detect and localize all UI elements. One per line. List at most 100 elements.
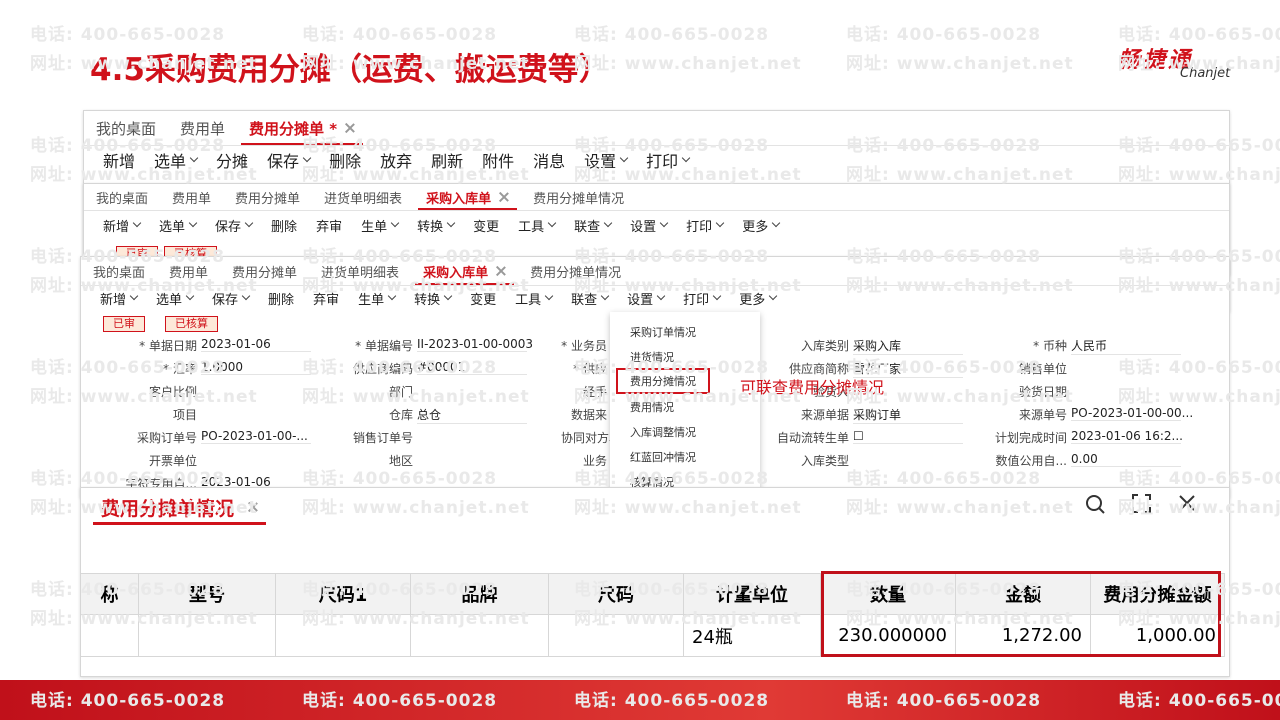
tab-label: 我的桌面: [96, 191, 149, 207]
toolbar-button[interactable]: 新增: [94, 216, 150, 235]
toolbar-button[interactable]: 删除: [268, 292, 295, 308]
toolbar-button[interactable]: 变更: [473, 219, 500, 235]
field-value[interactable]: 0.00: [1071, 452, 1181, 467]
toolbar-button[interactable]: 保存: [206, 216, 262, 235]
tab-bar: 我的桌面 费用单 费用分摊单 进货单明细表 采购入库单 费用分摊单情况: [84, 184, 1229, 211]
field-value[interactable]: #00001: [417, 360, 527, 375]
toolbar-button[interactable]: 删除: [271, 219, 298, 235]
table-cell: [81, 615, 139, 657]
field-label: * 单据日期: [139, 339, 197, 353]
toolbar-button[interactable]: 更多: [730, 289, 786, 308]
field-label: * 币种: [1033, 339, 1067, 353]
tab[interactable]: 我的桌面: [84, 111, 168, 145]
tab[interactable]: 进货单明细表: [312, 184, 414, 210]
watermark: 电话: 400-665-0028: [302, 25, 498, 45]
toolbar-button[interactable]: 生单: [352, 216, 408, 235]
menu-item[interactable]: 进货情况: [630, 351, 674, 364]
close-icon[interactable]: [248, 502, 258, 512]
toolbar-button[interactable]: 消息: [533, 152, 566, 171]
status-badge: 已核算: [165, 316, 218, 332]
close-icon[interactable]: [345, 123, 355, 133]
tab[interactable]: 费用单: [160, 184, 223, 210]
menu-item[interactable]: 费用情况: [630, 401, 674, 414]
tab[interactable]: 采购入库单: [411, 257, 518, 285]
toolbar-button[interactable]: 工具: [509, 216, 565, 235]
toolbar-button[interactable]: 联查: [562, 289, 618, 308]
toolbar-button[interactable]: 打印: [637, 148, 699, 172]
toolbar-button[interactable]: 选单: [150, 216, 206, 235]
menu-item[interactable]: 费用分摊情况: [616, 368, 710, 394]
toolbar-button[interactable]: 分摊: [216, 152, 249, 171]
toolbar-button[interactable]: 放弃: [380, 152, 413, 171]
toolbar-button[interactable]: 打印: [677, 216, 733, 235]
slide-title: 4.5采购费用分摊（运费、搬运费等）: [90, 52, 610, 88]
toolbar-button[interactable]: 选单: [147, 289, 203, 308]
toolbar-button[interactable]: 设置: [618, 289, 674, 308]
field-value[interactable]: 采购订单: [853, 406, 963, 424]
toolbar-button[interactable]: 刷新: [431, 152, 464, 171]
panel-title: 费用分摊单情况: [101, 497, 235, 520]
tab[interactable]: 我的桌面: [81, 257, 157, 285]
field-value[interactable]: 雪花厂家: [853, 360, 963, 378]
field-value[interactable]: 总仓: [417, 406, 527, 424]
toolbar-button[interactable]: 弃审: [316, 219, 343, 235]
toolbar-button[interactable]: 工具: [506, 289, 562, 308]
tab[interactable]: 费用分摊单情况: [518, 257, 633, 285]
toolbar-button[interactable]: 转换: [405, 289, 461, 308]
toolbar-button[interactable]: 删除: [329, 152, 362, 171]
tab[interactable]: 我的桌面: [84, 184, 160, 210]
toolbar-button[interactable]: 新增: [103, 152, 136, 171]
tab-label: 费用单: [169, 265, 209, 281]
toolbar-button[interactable]: 保存: [203, 289, 259, 308]
menu-item[interactable]: 采购订单情况: [630, 326, 696, 339]
toolbar-button[interactable]: 设置: [621, 216, 677, 235]
toolbar-button[interactable]: 新增: [91, 289, 147, 308]
toolbar-button[interactable]: 附件: [482, 152, 515, 171]
toolbar-button[interactable]: 更多: [733, 216, 789, 235]
field-value[interactable]: II-2023-01-00-0003: [417, 337, 534, 352]
field-value[interactable]: 采购入库: [853, 337, 963, 355]
tab[interactable]: 进货单明细表: [309, 257, 411, 285]
toolbar-button[interactable]: 保存: [258, 148, 320, 172]
tab[interactable]: 费用分摊单情况: [521, 184, 636, 210]
toolbar-button[interactable]: 生单: [349, 289, 405, 308]
column-header: 金额: [956, 573, 1091, 615]
watermark: 电话: 400-665-0028: [574, 25, 770, 45]
tab[interactable]: 费用单: [168, 111, 237, 145]
field-value[interactable]: 1.0000: [201, 360, 311, 375]
status-badge: 已审: [103, 316, 145, 332]
field-value[interactable]: 2023-01-06: [201, 337, 311, 352]
toolbar-button[interactable]: 联查: [565, 216, 621, 235]
tab-label: 费用分摊单: [235, 191, 301, 207]
field-value[interactable]: PO-2023-01-00-00...: [1071, 406, 1194, 421]
panel-tab: 费用分摊单情况: [93, 492, 267, 525]
tab[interactable]: 采购入库单: [414, 184, 521, 210]
field-label: 开票单位: [148, 454, 197, 468]
toolbar-button[interactable]: 选单: [145, 148, 207, 172]
field-value[interactable]: PO-2023-01-00-...: [201, 429, 311, 444]
close-icon[interactable]: [499, 192, 509, 202]
menu-item[interactable]: 红蓝回冲情况: [630, 451, 696, 464]
toolbar-button[interactable]: 变更: [470, 292, 497, 308]
tab[interactable]: 费用分摊单 *: [237, 111, 367, 145]
toolbar-button[interactable]: 弃审: [313, 292, 340, 308]
menu-item[interactable]: 核算情况: [630, 476, 674, 489]
menu-item[interactable]: 入库调整情况: [630, 426, 696, 439]
column-header: 计量单位: [684, 573, 821, 615]
panel-icons[interactable]: [1081, 490, 1211, 520]
field-value[interactable]: 2023-01-06 16:2...: [1071, 429, 1183, 444]
field-value[interactable]: 人民币: [1071, 337, 1181, 355]
toolbar-button[interactable]: 转换: [408, 216, 464, 235]
close-icon[interactable]: [496, 266, 506, 276]
tab[interactable]: 费用分摊单: [220, 257, 309, 285]
tab[interactable]: 费用单: [157, 257, 220, 285]
field-label: * 供应: [573, 362, 607, 376]
field-label: 计划完成时间: [994, 431, 1067, 445]
toolbar-button[interactable]: 打印: [674, 289, 730, 308]
field-label: 销售订单号: [352, 431, 413, 445]
tab-label: 费用分摊单情况: [530, 265, 622, 281]
toolbar-button[interactable]: 设置: [575, 148, 637, 172]
field-value[interactable]: ☐: [853, 429, 963, 444]
table-cell: [549, 615, 684, 657]
tab[interactable]: 费用分摊单: [223, 184, 312, 210]
